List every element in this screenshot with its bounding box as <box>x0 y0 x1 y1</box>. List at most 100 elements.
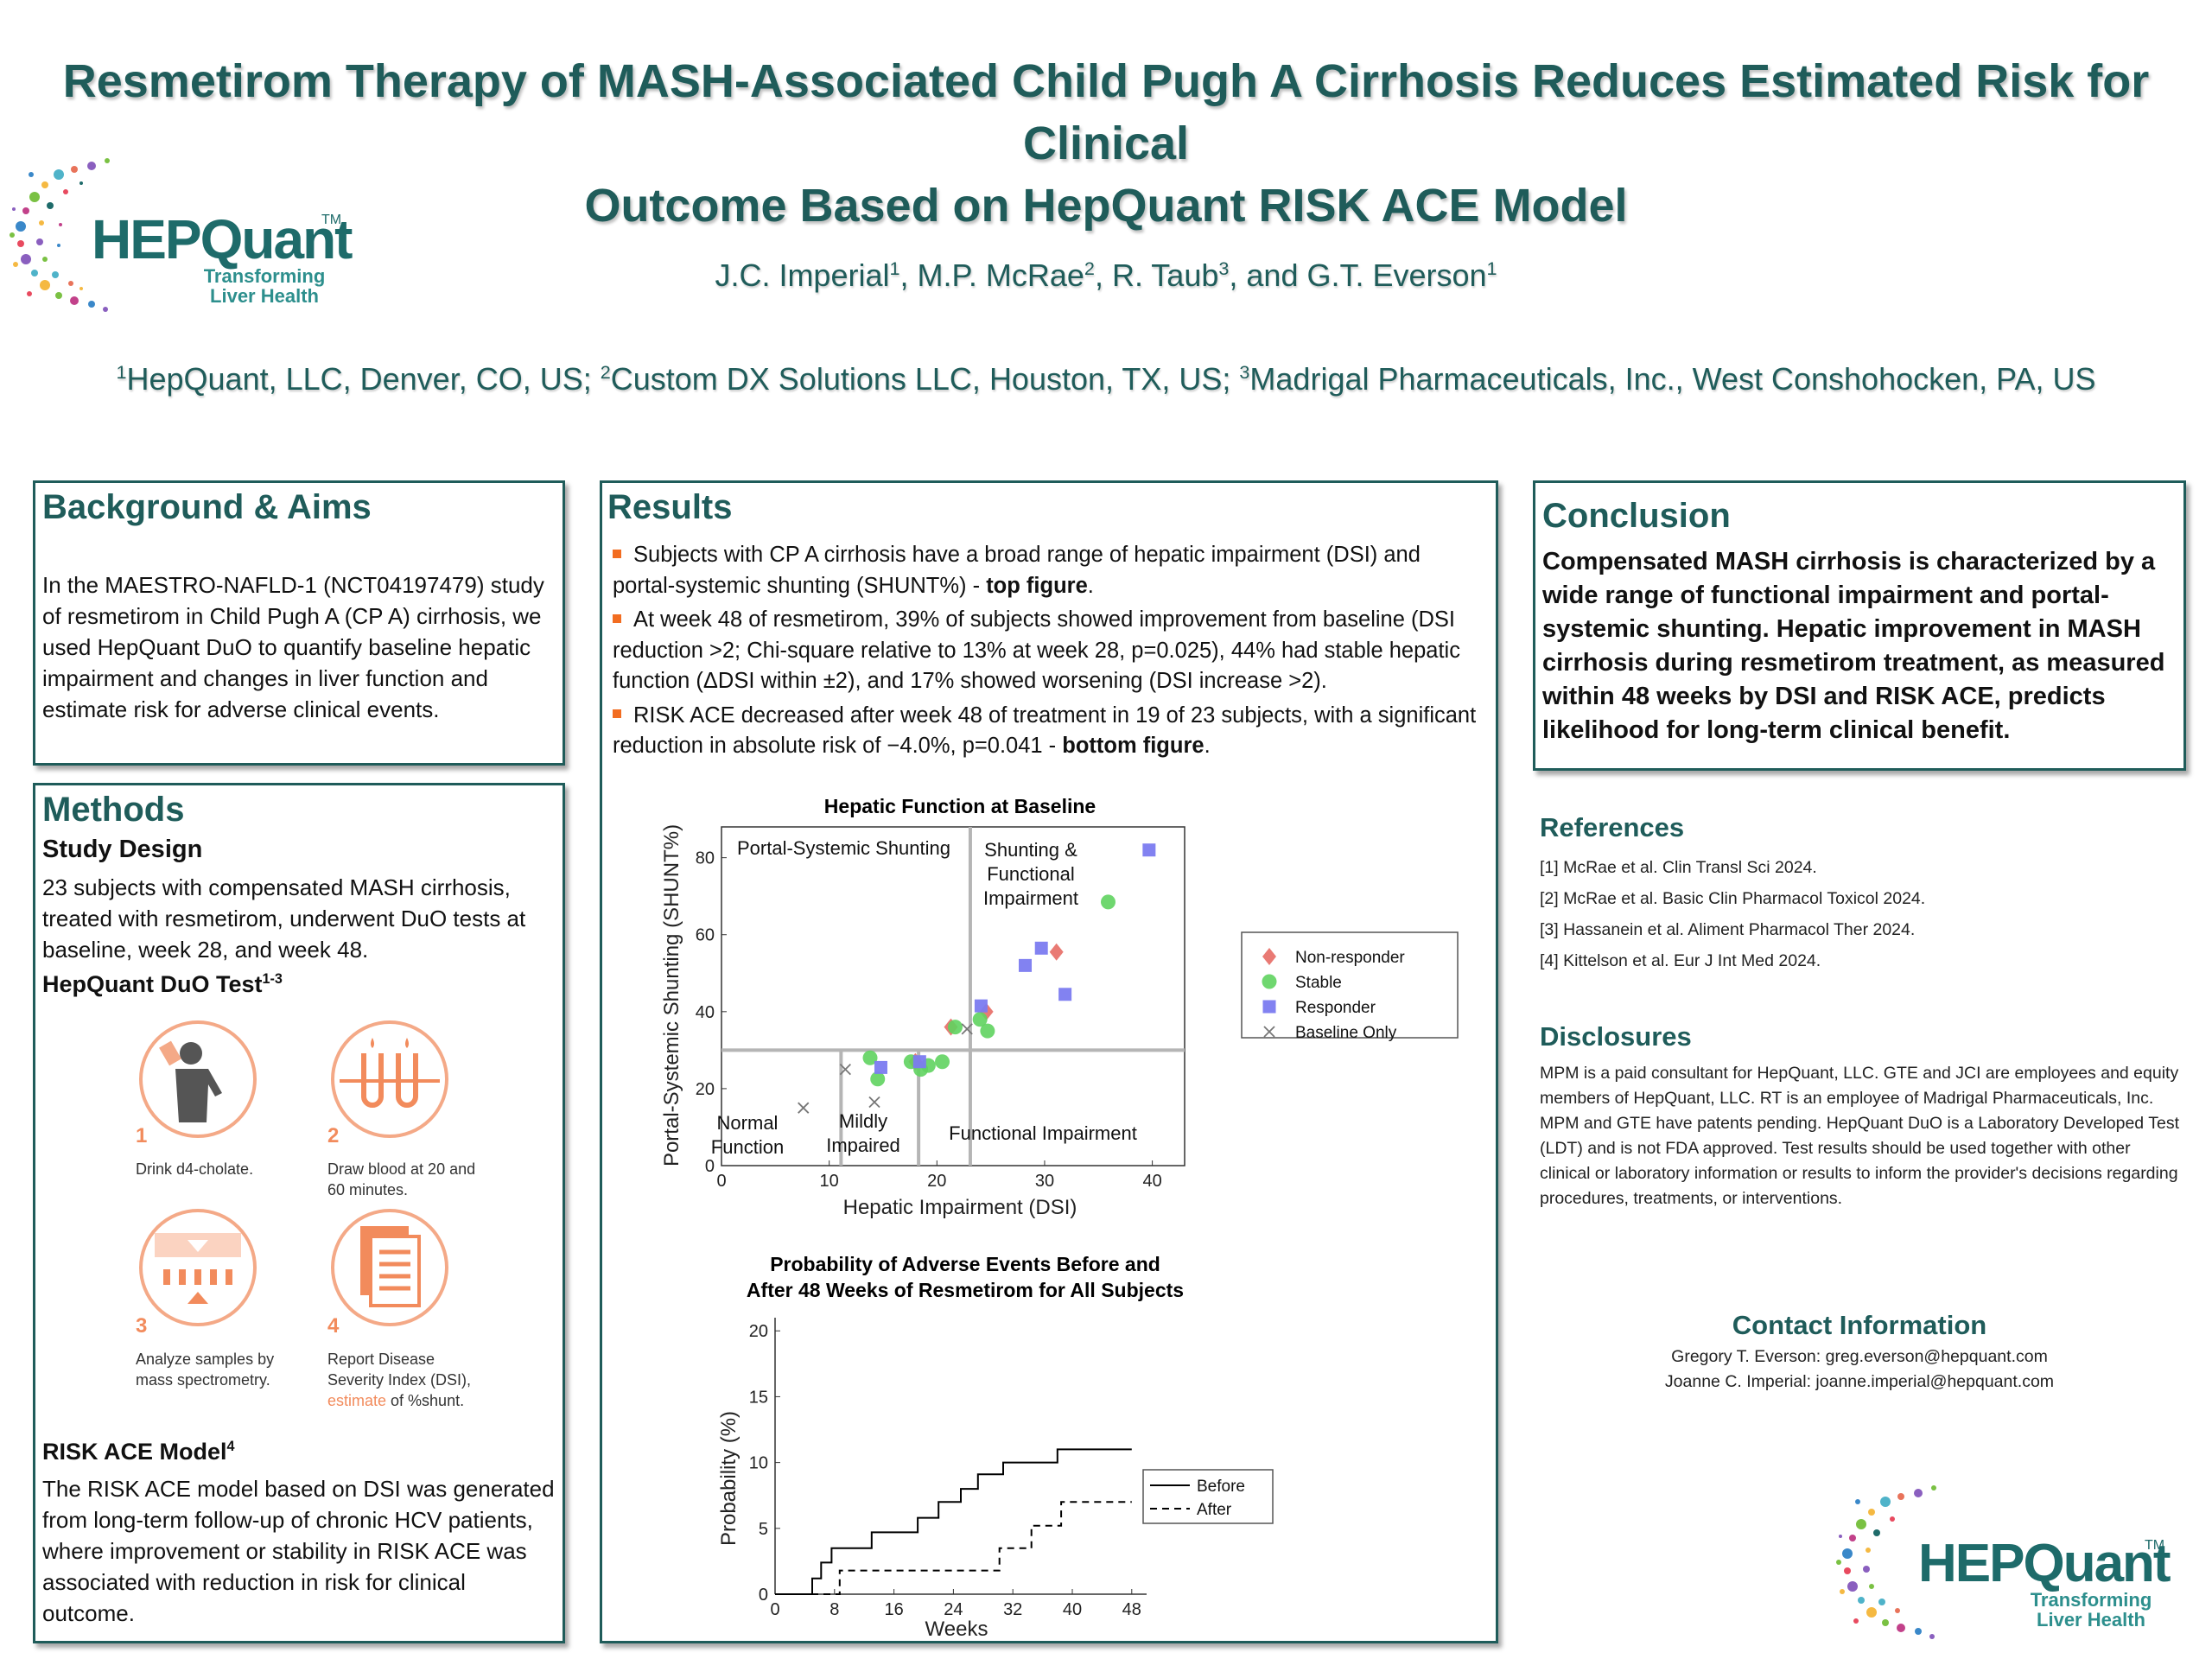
bullet-icon <box>613 709 621 719</box>
conclusion-text: Compensated MASH cirrhosis is characteri… <box>1542 548 2165 744</box>
contact-line: Gregory T. Everson: greg.everson@hepquan… <box>1671 1347 2048 1366</box>
legend-label: After <box>1197 1501 1232 1519</box>
region-label: Function <box>711 1136 784 1158</box>
x-tick-label: 16 <box>884 1600 903 1619</box>
y-tick-label: 15 <box>749 1388 768 1407</box>
duo-test-heading: HepQuant DuO Test1-3 <box>42 971 283 997</box>
title-line-1: Resmetirom Therapy of MASH-Associated Ch… <box>62 55 2150 169</box>
author: G.T. Everson <box>1306 257 1487 293</box>
conclusion-heading: Conclusion <box>1542 497 1731 535</box>
x-tick-label: 20 <box>927 1172 946 1191</box>
data-point-responder <box>1058 988 1072 1001</box>
data-point-stable <box>935 1054 950 1070</box>
region-label: Normal <box>717 1112 779 1134</box>
list-item: Subjects with CP A cirrhosis have a broa… <box>613 543 1421 598</box>
logo-tm: TM <box>321 213 342 227</box>
bullet-icon <box>613 549 621 558</box>
legend-label: Non-responder <box>1295 949 1405 967</box>
risk-ace-text: The RISK ACE model based on DSI was gene… <box>42 1476 555 1626</box>
contact-line: Joanne C. Imperial: joanne.imperial@hepq… <box>1664 1372 2055 1391</box>
data-point-baseline-only <box>868 1096 880 1109</box>
series-line-after <box>775 1501 1132 1595</box>
risk-ace-heading: RISK ACE Model4 <box>42 1439 235 1465</box>
y-axis-label: Probability (%) <box>717 1411 741 1546</box>
step-number: 2 <box>327 1124 340 1147</box>
disclosures-section: Disclosures MPM is a paid consultant for… <box>1540 1021 2179 1211</box>
legend-marker <box>1262 1000 1276 1014</box>
disclosures-text: MPM is a paid consultant for HepQuant, L… <box>1540 1064 2179 1208</box>
contact-section: Contact Information Gregory T. Everson: … <box>1540 1310 2179 1395</box>
x-tick-label: 8 <box>830 1600 839 1619</box>
x-tick-label: 0 <box>716 1172 726 1191</box>
step-caption: Draw blood at 20 and 60 minutes. <box>327 1160 476 1198</box>
data-point-responder <box>1019 958 1033 972</box>
list-item: At week 48 of resmetirom, 39% of subject… <box>613 607 1460 693</box>
data-point-stable <box>862 1050 878 1065</box>
step-number: 1 <box>136 1124 148 1147</box>
reference-item: [1] McRae et al. Clin Transl Sci 2024. <box>1540 858 1817 877</box>
logo-dots-icon <box>10 158 110 312</box>
x-tick-label: 10 <box>820 1172 839 1191</box>
step-caption: Analyze samples by mass spectrometry. <box>136 1351 275 1389</box>
x-axis-label: Hepatic Impairment (DSI) <box>843 1196 1077 1219</box>
disclosures-heading: Disclosures <box>1540 1021 1692 1052</box>
contact-heading: Contact Information <box>1732 1310 1987 1340</box>
mass-spec-icon <box>139 1209 257 1326</box>
y-tick-label: 20 <box>696 1080 715 1099</box>
x-marker-stroke <box>961 1023 973 1035</box>
poster-title: Resmetirom Therapy of MASH-Associated Ch… <box>35 50 2177 237</box>
y-tick-label: 20 <box>749 1322 768 1341</box>
reference-item: [4] Kittelson et al. Eur J Int Med 2024. <box>1540 951 1821 970</box>
author: J.C. Imperial <box>715 257 890 293</box>
y-tick-label: 60 <box>696 926 715 945</box>
adverse-events-chart: Probability of Adverse Events Before and… <box>717 1253 1274 1641</box>
legend-marker <box>1262 974 1277 989</box>
hepquant-logo-top: HEPQuant TM Transforming Liver Health <box>5 149 353 321</box>
data-point-responder <box>912 1055 926 1069</box>
data-point-responder <box>1034 941 1048 955</box>
study-design-heading: Study Design <box>42 836 203 863</box>
affiliations: 1HepQuant, LLC, Denver, CO, US; 2Custom … <box>116 361 2096 397</box>
data-point-stable <box>972 1012 988 1027</box>
legend-label: Baseline Only <box>1295 1024 1397 1042</box>
y-tick-label: 5 <box>759 1520 768 1539</box>
logo-wordmark: HEPQuant <box>92 208 353 270</box>
region-label: Shunting & <box>984 839 1077 861</box>
logo-dots-icon <box>1836 1485 1936 1639</box>
step-caption: Report Disease Severity Index (DSI), est… <box>327 1351 472 1409</box>
step-caption: Drink d4-cholate. <box>136 1160 254 1178</box>
y-tick-label: 0 <box>759 1586 768 1605</box>
x-marker-stroke <box>1263 1026 1275 1038</box>
data-point-baseline-only <box>961 1023 973 1035</box>
legend-label: Responder <box>1295 999 1376 1017</box>
reference-item: [3] Hassanein et al. Aliment Pharmacol T… <box>1540 920 1916 939</box>
y-tick-label: 40 <box>696 1003 715 1022</box>
study-design-text: 23 subjects with compensated MASH cirrho… <box>42 874 526 963</box>
region-label: Portal-Systemic Shunting <box>737 837 950 859</box>
y-tick-label: 0 <box>705 1157 715 1176</box>
y-tick-label: 10 <box>749 1454 768 1473</box>
report-icon <box>331 1209 448 1326</box>
legend-marker <box>1263 1026 1275 1038</box>
references-heading: References <box>1540 812 1685 842</box>
methods-panel: Methods Study Design 23 subjects with co… <box>33 783 565 1643</box>
x-marker-stroke <box>839 1063 851 1076</box>
data-point-stable <box>947 1020 963 1035</box>
author: R. Taub <box>1111 257 1219 293</box>
hepquant-logo-bottom: HEPQuant TM Transforming Liver Health <box>1832 1476 2186 1649</box>
region-label: Impairment <box>983 887 1078 909</box>
data-point-stable <box>980 1023 995 1039</box>
x-tick-label: 32 <box>1003 1600 1022 1619</box>
conclusion-panel: Conclusion Compensated MASH cirrhosis is… <box>1533 480 2186 771</box>
x-marker-stroke <box>868 1096 880 1109</box>
logo-wordmark: HEPQuant <box>1918 1534 2171 1593</box>
y-axis-label: Portal-Systemic Shunting (SHUNT%) <box>660 824 683 1166</box>
x-tick-label: 40 <box>1063 1600 1082 1619</box>
data-point-stable <box>870 1071 886 1087</box>
methods-heading: Methods <box>42 791 185 829</box>
references-section: References [1] McRae et al. Clin Transl … <box>1540 812 2179 976</box>
series-line-before <box>775 1448 1132 1595</box>
region-label: Impaired <box>826 1135 900 1156</box>
chart-title: Hepatic Function at Baseline <box>824 795 1096 817</box>
results-bullets: Subjects with CP A cirrhosis have a broa… <box>613 540 1485 766</box>
